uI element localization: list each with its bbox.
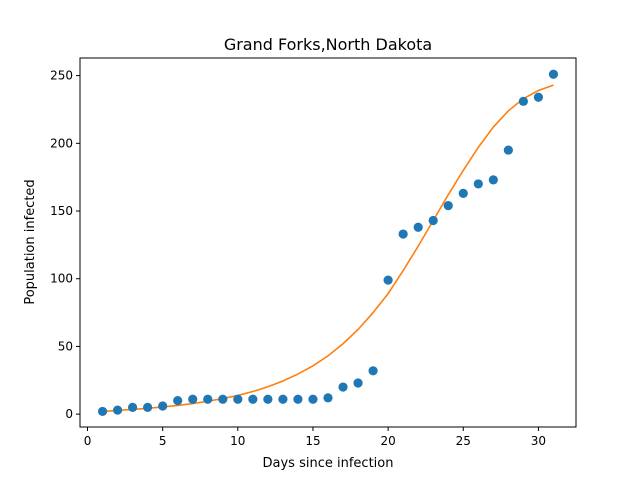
data-point [278,394,288,404]
data-point [533,92,544,102]
x-tick-label: 25 [456,434,471,448]
fit-line [102,84,554,413]
plot-area [97,69,559,417]
data-point [293,394,303,404]
data-point [97,406,108,417]
data-point [248,394,258,404]
data-point [398,229,408,239]
x-tick-label: 20 [380,434,395,448]
data-point [368,366,378,376]
data-point [383,275,393,285]
data-point [188,394,198,404]
data-point [473,179,483,189]
y-axis-label: Population infected [23,179,38,304]
data-point [203,394,213,404]
data-point [323,393,333,403]
data-point [112,405,123,415]
data-point [308,394,318,404]
x-axis: 0 5 10 15 20 25 30 [84,427,546,448]
data-point [143,402,153,412]
x-axis-label: Days since infection [263,456,394,471]
data-point [218,394,228,404]
y-tick-label: 150 [50,204,73,218]
data-point [413,222,423,232]
data-point [338,382,348,392]
y-tick-label: 200 [50,136,73,150]
data-point [503,145,513,155]
y-tick-label: 250 [50,69,73,83]
y-tick-label: 100 [50,272,73,286]
data-point [263,394,273,404]
x-tick-label: 10 [230,434,245,448]
data-point [443,201,453,211]
data-point [158,401,168,411]
data-point [548,69,559,79]
data-point [518,96,528,106]
data-point [458,188,468,199]
chart-title: Grand Forks,North Dakota [224,35,432,54]
data-point [173,395,183,406]
data-point [428,215,438,226]
data-point [128,402,138,412]
data-point [488,175,498,185]
x-tick-label: 5 [159,434,167,448]
y-tick-label: 0 [65,407,73,421]
data-point [353,378,363,388]
x-tick-label: 15 [305,434,320,448]
x-tick-label: 30 [531,434,546,448]
axes-frame [79,57,577,428]
y-tick-label: 50 [58,339,73,353]
y-axis: 0 50 100 150 200 250 [50,69,80,421]
data-point [233,394,243,404]
x-tick-label: 0 [84,434,92,448]
